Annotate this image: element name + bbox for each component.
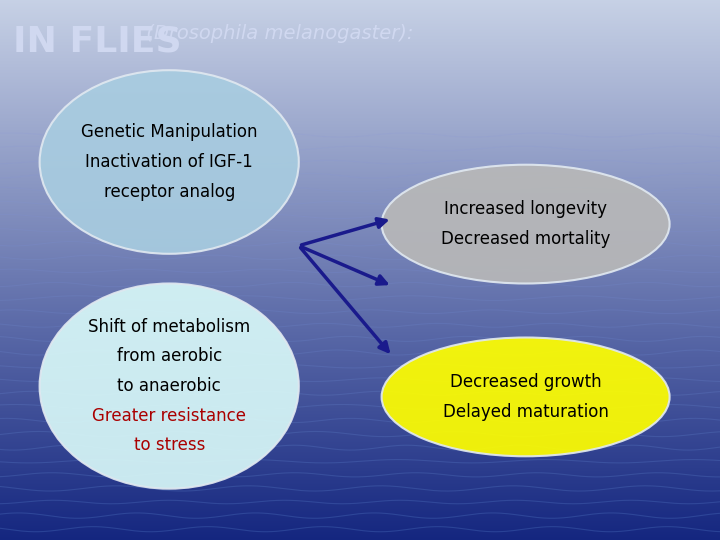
Text: receptor analog: receptor analog — [104, 183, 235, 201]
Text: to stress: to stress — [133, 436, 205, 455]
Text: Decreased growth: Decreased growth — [450, 373, 601, 391]
Text: from aerobic: from aerobic — [117, 347, 222, 366]
Text: (Drosophila melanogaster):: (Drosophila melanogaster): — [140, 24, 414, 43]
Text: Delayed maturation: Delayed maturation — [443, 403, 608, 421]
Ellipse shape — [40, 70, 299, 254]
Text: IN FLIES: IN FLIES — [13, 24, 181, 58]
Text: Greater resistance: Greater resistance — [92, 407, 246, 425]
Text: Genetic Manipulation: Genetic Manipulation — [81, 123, 258, 141]
Text: Decreased mortality: Decreased mortality — [441, 230, 611, 248]
Text: Shift of metabolism: Shift of metabolism — [88, 318, 251, 336]
Ellipse shape — [40, 284, 299, 489]
Ellipse shape — [382, 338, 670, 456]
Text: to anaerobic: to anaerobic — [117, 377, 221, 395]
Ellipse shape — [382, 165, 670, 284]
Text: Increased longevity: Increased longevity — [444, 200, 607, 218]
Text: Inactivation of IGF-1: Inactivation of IGF-1 — [86, 153, 253, 171]
